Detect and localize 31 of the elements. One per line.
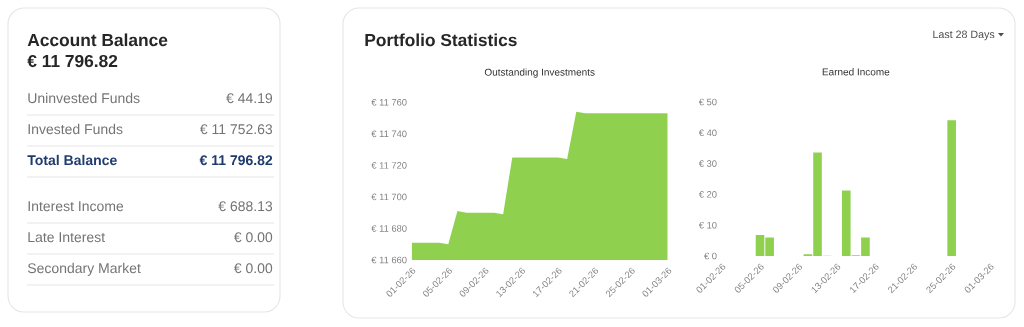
y-tick-label: € 11 760 xyxy=(371,99,407,106)
y-tick-label: € 11 720 xyxy=(371,162,407,169)
y-tick-label: € 40 xyxy=(698,129,717,137)
text: Portfolio Statistics xyxy=(365,33,517,47)
text: Invested Funds xyxy=(28,123,123,135)
bar xyxy=(947,120,956,256)
y-tick-label: € 50 xyxy=(698,98,717,106)
y-tick-label: € 20 xyxy=(698,191,717,198)
text: € 11 796.82 xyxy=(27,54,118,68)
text: € 11 752.63 xyxy=(199,124,273,135)
text: € 0.00 xyxy=(233,263,273,274)
text: Account Balance xyxy=(27,33,168,47)
text: Uninvested Funds xyxy=(28,92,140,104)
y-tick-label: € 0 xyxy=(704,252,717,260)
y-tick-label: € 11 700 xyxy=(371,193,407,201)
text: Interest Income xyxy=(28,201,124,212)
text: € 44.19 xyxy=(226,93,273,104)
y-tick-label: € 11 740 xyxy=(371,130,407,138)
chart-title: Outstanding Investments xyxy=(484,68,595,78)
text: Total Balance xyxy=(27,154,117,166)
text: € 11 796.82 xyxy=(199,155,273,166)
text: Last 28 Days xyxy=(933,30,995,41)
chart-title: Earned Income xyxy=(822,68,890,76)
text: € 0.00 xyxy=(233,232,273,243)
text: Late Interest xyxy=(28,232,105,243)
y-tick-label: € 11 680 xyxy=(371,225,407,232)
text: Secondary Market xyxy=(27,262,141,276)
text: € 688.13 xyxy=(218,201,273,212)
y-tick-label: € 30 xyxy=(698,160,717,167)
y-tick-label: € 10 xyxy=(698,221,717,229)
y-tick-label: € 11 660 xyxy=(371,256,407,264)
